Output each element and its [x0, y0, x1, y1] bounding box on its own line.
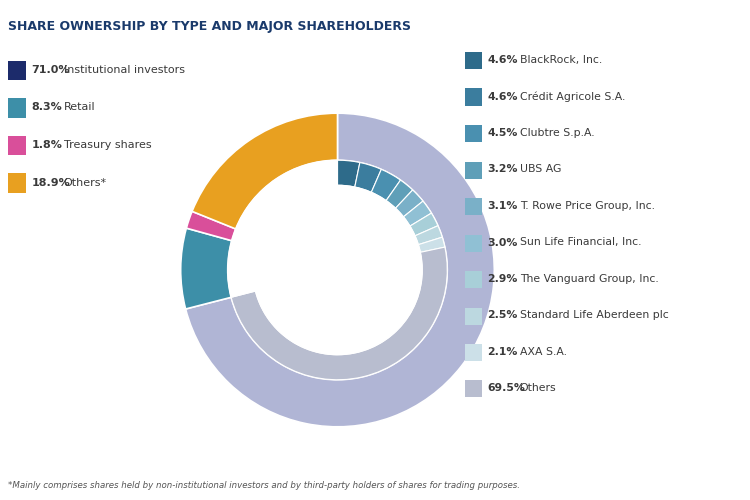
Text: 69.5%: 69.5%	[488, 384, 525, 394]
Wedge shape	[386, 180, 412, 208]
Wedge shape	[185, 113, 494, 427]
Text: Clubtre S.p.A.: Clubtre S.p.A.	[520, 128, 594, 138]
Text: 8.3%: 8.3%	[32, 102, 62, 113]
Wedge shape	[186, 212, 236, 240]
Text: 4.5%: 4.5%	[488, 128, 518, 138]
Text: 2.1%: 2.1%	[488, 347, 518, 357]
Wedge shape	[228, 160, 338, 298]
Text: Treasury shares: Treasury shares	[64, 140, 152, 150]
Text: Standard Life Aberdeen plc: Standard Life Aberdeen plc	[520, 310, 668, 320]
Wedge shape	[419, 237, 445, 252]
Text: BlackRock, Inc.: BlackRock, Inc.	[520, 55, 602, 65]
Wedge shape	[192, 113, 338, 229]
Text: 3.0%: 3.0%	[488, 238, 518, 248]
Wedge shape	[404, 201, 431, 226]
Text: Crédit Agricole S.A.: Crédit Agricole S.A.	[520, 91, 626, 102]
Text: 1.8%: 1.8%	[32, 140, 62, 150]
Wedge shape	[415, 226, 442, 244]
Wedge shape	[231, 247, 447, 380]
Text: UBS AG: UBS AG	[520, 164, 561, 174]
Text: 3.2%: 3.2%	[488, 164, 518, 174]
Text: 71.0%: 71.0%	[32, 65, 70, 75]
Text: Sun Life Financial, Inc.: Sun Life Financial, Inc.	[520, 238, 641, 248]
Wedge shape	[338, 160, 360, 187]
Text: T. Rowe Price Group, Inc.: T. Rowe Price Group, Inc.	[520, 201, 655, 211]
Wedge shape	[181, 228, 232, 309]
Text: 4.6%: 4.6%	[488, 92, 518, 102]
Wedge shape	[395, 190, 423, 217]
Wedge shape	[410, 213, 438, 236]
Text: 2.9%: 2.9%	[488, 274, 518, 284]
Circle shape	[253, 186, 422, 354]
Text: *Mainly comprises shares held by non-institutional investors and by third-party : *Mainly comprises shares held by non-ins…	[8, 481, 520, 490]
Text: Others: Others	[520, 384, 556, 394]
Text: The Vanguard Group, Inc.: The Vanguard Group, Inc.	[520, 274, 658, 284]
Text: 3.1%: 3.1%	[488, 201, 518, 211]
Text: Institutional investors: Institutional investors	[64, 65, 184, 75]
Text: 4.6%: 4.6%	[488, 55, 518, 65]
Wedge shape	[371, 170, 400, 200]
Wedge shape	[355, 162, 381, 192]
Text: SHARE OWNERSHIP BY TYPE AND MAJOR SHAREHOLDERS: SHARE OWNERSHIP BY TYPE AND MAJOR SHAREH…	[8, 20, 410, 33]
Text: AXA S.A.: AXA S.A.	[520, 347, 567, 357]
Text: Retail: Retail	[64, 102, 95, 113]
Text: 18.9%: 18.9%	[32, 178, 70, 188]
Text: Others*: Others*	[64, 178, 106, 188]
Text: 2.5%: 2.5%	[488, 310, 518, 320]
